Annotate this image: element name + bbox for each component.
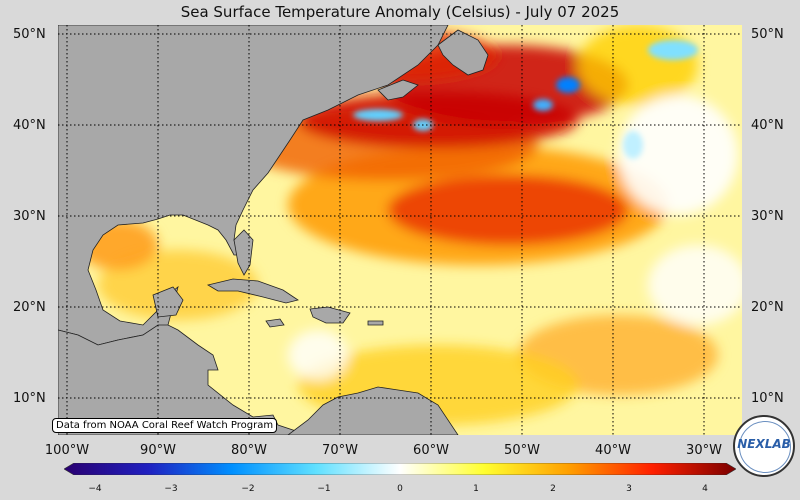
colorbar-tick-0: 0 bbox=[397, 484, 403, 494]
colorbar-tick-4: 4 bbox=[702, 484, 708, 494]
lat-label-left-50n: 50°N bbox=[13, 27, 46, 42]
lon-label-40w: 40°W bbox=[595, 443, 631, 458]
lat-label-left-40n: 40°N bbox=[13, 118, 46, 133]
cool-spots bbox=[353, 40, 698, 159]
lon-label-60w: 60°W bbox=[413, 443, 449, 458]
lat-label-right-50n: 50°N bbox=[751, 27, 784, 42]
map-title: Sea Surface Temperature Anomaly (Celsius… bbox=[180, 3, 620, 21]
lat-label-right-40n: 40°N bbox=[751, 118, 784, 133]
lat-label-right-10n: 10°N bbox=[751, 391, 784, 406]
lat-label-left-30n: 30°N bbox=[13, 209, 46, 224]
colorbar-tick-2: 2 bbox=[550, 484, 556, 494]
colorbar-tick-neg4: −4 bbox=[88, 484, 102, 494]
map-canvas bbox=[58, 25, 742, 435]
lat-label-right-20n: 20°N bbox=[751, 300, 784, 315]
nexlab-logo: NEXLAB bbox=[733, 415, 795, 477]
logo-text: NEXLAB bbox=[737, 437, 791, 451]
lon-label-90w: 90°W bbox=[140, 443, 176, 458]
lon-label-80w: 80°W bbox=[231, 443, 267, 458]
colorbar bbox=[64, 463, 736, 475]
lat-label-right-30n: 30°N bbox=[751, 209, 784, 224]
lat-label-left-10n: 10°N bbox=[13, 391, 46, 406]
lon-label-50w: 50°W bbox=[504, 443, 540, 458]
lon-label-70w: 70°W bbox=[322, 443, 358, 458]
land bbox=[58, 25, 489, 435]
logo-ring bbox=[739, 421, 791, 473]
data-credit: Data from NOAA Coral Reef Watch Program bbox=[52, 418, 278, 433]
colorbar-tick-neg2: −2 bbox=[241, 484, 255, 494]
lon-label-100w: 100°W bbox=[44, 443, 90, 458]
colorbar-tick-neg3: −3 bbox=[164, 484, 178, 494]
colorbar-tick-1: 1 bbox=[473, 484, 479, 494]
colorbar-tick-3: 3 bbox=[626, 484, 632, 494]
lon-label-30w: 30°W bbox=[686, 443, 722, 458]
sst-anomaly-map bbox=[58, 25, 742, 435]
lat-label-left-20n: 20°N bbox=[13, 300, 46, 315]
graticule bbox=[58, 25, 742, 435]
colorbar-tick-neg1: −1 bbox=[317, 484, 331, 494]
